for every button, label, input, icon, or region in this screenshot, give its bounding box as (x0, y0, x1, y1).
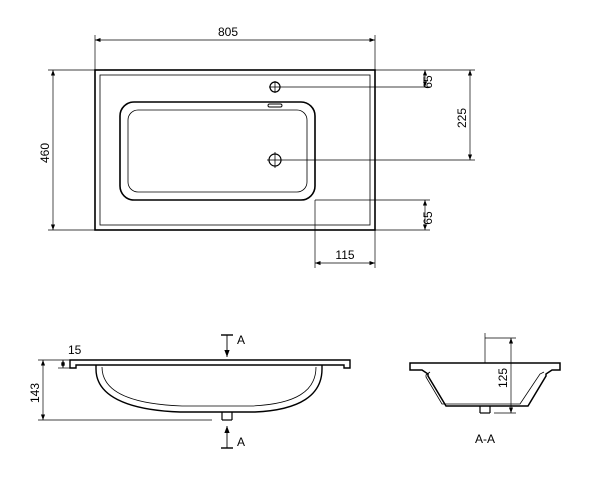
dim-143: 143 (28, 383, 42, 403)
section-mark-top: A (221, 333, 245, 357)
dim-125: 125 (496, 368, 510, 388)
top-view: 805 460 65 225 65 115 (38, 25, 475, 268)
section-a-bottom: A (237, 435, 245, 449)
dim-width: 805 (218, 25, 238, 39)
dim-65b: 65 (421, 211, 435, 225)
dim-65a: 65 (421, 75, 435, 89)
section-a-top: A (237, 333, 245, 347)
section-label: A-A (475, 432, 495, 446)
dim-115: 115 (335, 248, 354, 262)
section-view: 125 A-A (410, 333, 560, 446)
dim-height: 460 (38, 143, 52, 163)
dim-225: 225 (455, 108, 469, 128)
front-view: A A 15 143 (28, 333, 350, 449)
dim-15: 15 (68, 343, 82, 357)
technical-drawing: 805 460 65 225 65 115 (0, 0, 600, 500)
section-mark-bottom: A (221, 426, 245, 449)
